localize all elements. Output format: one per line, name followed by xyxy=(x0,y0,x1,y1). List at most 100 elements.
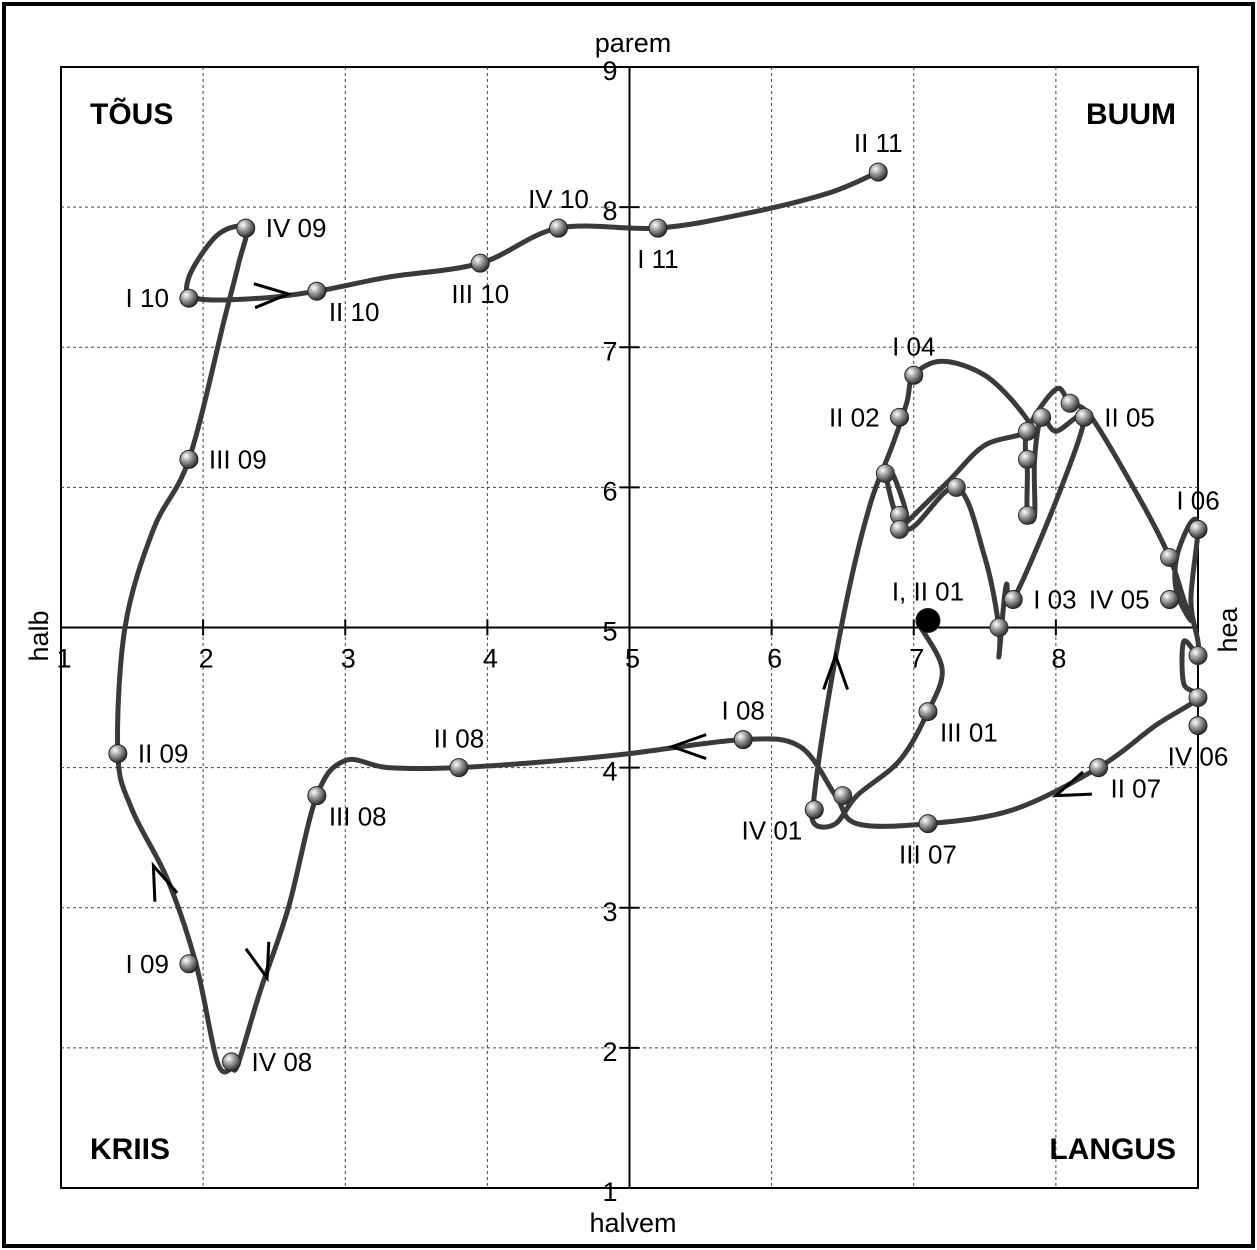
axis-label-right: hea xyxy=(1213,606,1243,652)
quadrant-label-bottom-left: KRIIS xyxy=(90,1133,170,1166)
point-label: II 05 xyxy=(1104,402,1155,432)
data-point xyxy=(1017,449,1037,469)
data-point xyxy=(1017,421,1037,441)
y-tick-label: 8 xyxy=(602,196,617,226)
x-tick-label: 7 xyxy=(909,644,924,674)
point-label: IV 01 xyxy=(742,816,803,846)
point-label: I 10 xyxy=(126,283,169,313)
data-point xyxy=(733,730,753,750)
axis-label-bottom: halvem xyxy=(589,1208,676,1238)
data-point xyxy=(1017,505,1037,525)
y-tick-label: 6 xyxy=(602,476,617,506)
x-tick-label: 2 xyxy=(199,644,214,674)
data-point xyxy=(804,800,824,820)
data-point xyxy=(1188,688,1208,708)
x-tick-label: 1 xyxy=(56,644,71,674)
y-tick-label: 9 xyxy=(602,56,617,86)
point-label: I 09 xyxy=(126,949,169,979)
point-label: III 07 xyxy=(899,840,957,870)
y-tick-label: 4 xyxy=(602,757,617,787)
y-tick-label: 3 xyxy=(602,897,617,927)
y-tick-label: 5 xyxy=(602,617,617,647)
direction-arrow xyxy=(253,282,293,310)
data-points xyxy=(108,162,1208,1072)
point-label: III 08 xyxy=(329,802,387,832)
data-point xyxy=(918,702,938,722)
x-tick-label: 5 xyxy=(625,644,640,674)
data-point xyxy=(179,954,199,974)
point-label: II 02 xyxy=(829,402,880,432)
point-label: IV 09 xyxy=(266,213,327,243)
data-point xyxy=(904,365,924,385)
x-tick-label: 6 xyxy=(767,644,782,674)
data-point xyxy=(179,449,199,469)
x-tick-label: 8 xyxy=(1051,644,1066,674)
point-label: IV 06 xyxy=(1168,742,1229,772)
data-point xyxy=(1060,393,1080,413)
data-point xyxy=(236,218,256,238)
quadrant-label-top-right: BUUM xyxy=(1086,98,1176,131)
data-point xyxy=(1032,407,1052,427)
data-point xyxy=(1160,589,1180,609)
data-point xyxy=(307,786,327,806)
point-label: I, II 01 xyxy=(892,576,964,606)
point-label: I 06 xyxy=(1176,485,1219,515)
direction-arrow xyxy=(244,941,271,983)
data-point xyxy=(108,744,128,764)
data-point xyxy=(833,786,853,806)
direction-arrow xyxy=(667,733,707,761)
point-label: III 01 xyxy=(940,718,998,748)
point-label: II 08 xyxy=(434,724,485,754)
axis-label-left: halb xyxy=(24,610,54,661)
y-tick-label: 2 xyxy=(602,1037,617,1067)
direction-arrow xyxy=(1051,770,1092,798)
point-label: IV 05 xyxy=(1089,584,1150,614)
data-point xyxy=(1188,646,1208,666)
data-point xyxy=(868,162,888,182)
data-point xyxy=(648,218,668,238)
point-label: II 07 xyxy=(1111,774,1162,804)
quadrant-label-bottom-right: LANGUS xyxy=(1049,1133,1176,1166)
point-labels: I, II 01 III 01 IV 01 II 02 I 03 I 04 II 05 IV … xyxy=(126,128,1229,1077)
data-point xyxy=(548,218,568,238)
data-point xyxy=(179,288,199,308)
data-point xyxy=(1188,716,1208,736)
data-point xyxy=(307,281,327,301)
data-point xyxy=(915,607,941,633)
y-tick-label: 7 xyxy=(602,336,617,366)
point-label: IV 10 xyxy=(528,184,589,214)
data-point xyxy=(470,253,490,273)
point-label: I 03 xyxy=(1033,584,1076,614)
direction-arrows xyxy=(151,282,1092,983)
x-tick-label: 3 xyxy=(341,644,356,674)
data-point xyxy=(1074,407,1094,427)
direction-arrow xyxy=(151,861,179,902)
point-label: II 09 xyxy=(138,739,189,769)
point-label: III 10 xyxy=(451,279,509,309)
data-point xyxy=(1160,547,1180,567)
point-label: I 08 xyxy=(722,696,765,726)
data-point xyxy=(1089,758,1109,778)
data-point xyxy=(875,463,895,483)
data-point xyxy=(890,519,910,539)
point-label: II 11 xyxy=(854,128,903,158)
data-point xyxy=(1188,519,1208,539)
data-point xyxy=(890,407,910,427)
point-label: I 11 xyxy=(637,244,678,274)
point-label: IV 08 xyxy=(252,1047,313,1077)
tick-labels: 1 2 3 4 5 6 7 8 1 2 3 4 5 6 7 8 9 xyxy=(56,56,1066,1207)
data-point xyxy=(1003,589,1023,609)
axis-label-top: parem xyxy=(595,28,672,58)
data-point xyxy=(989,618,1009,637)
point-label: III 09 xyxy=(209,444,267,474)
data-point xyxy=(222,1052,242,1072)
quadrant-label-top-left: TÕUS xyxy=(90,97,173,131)
data-point xyxy=(918,814,938,834)
x-tick-label: 4 xyxy=(483,644,498,674)
point-label: II 10 xyxy=(329,297,380,327)
y-tick-label: 1 xyxy=(602,1177,617,1207)
data-point xyxy=(946,477,966,497)
point-label: I 04 xyxy=(892,331,935,361)
